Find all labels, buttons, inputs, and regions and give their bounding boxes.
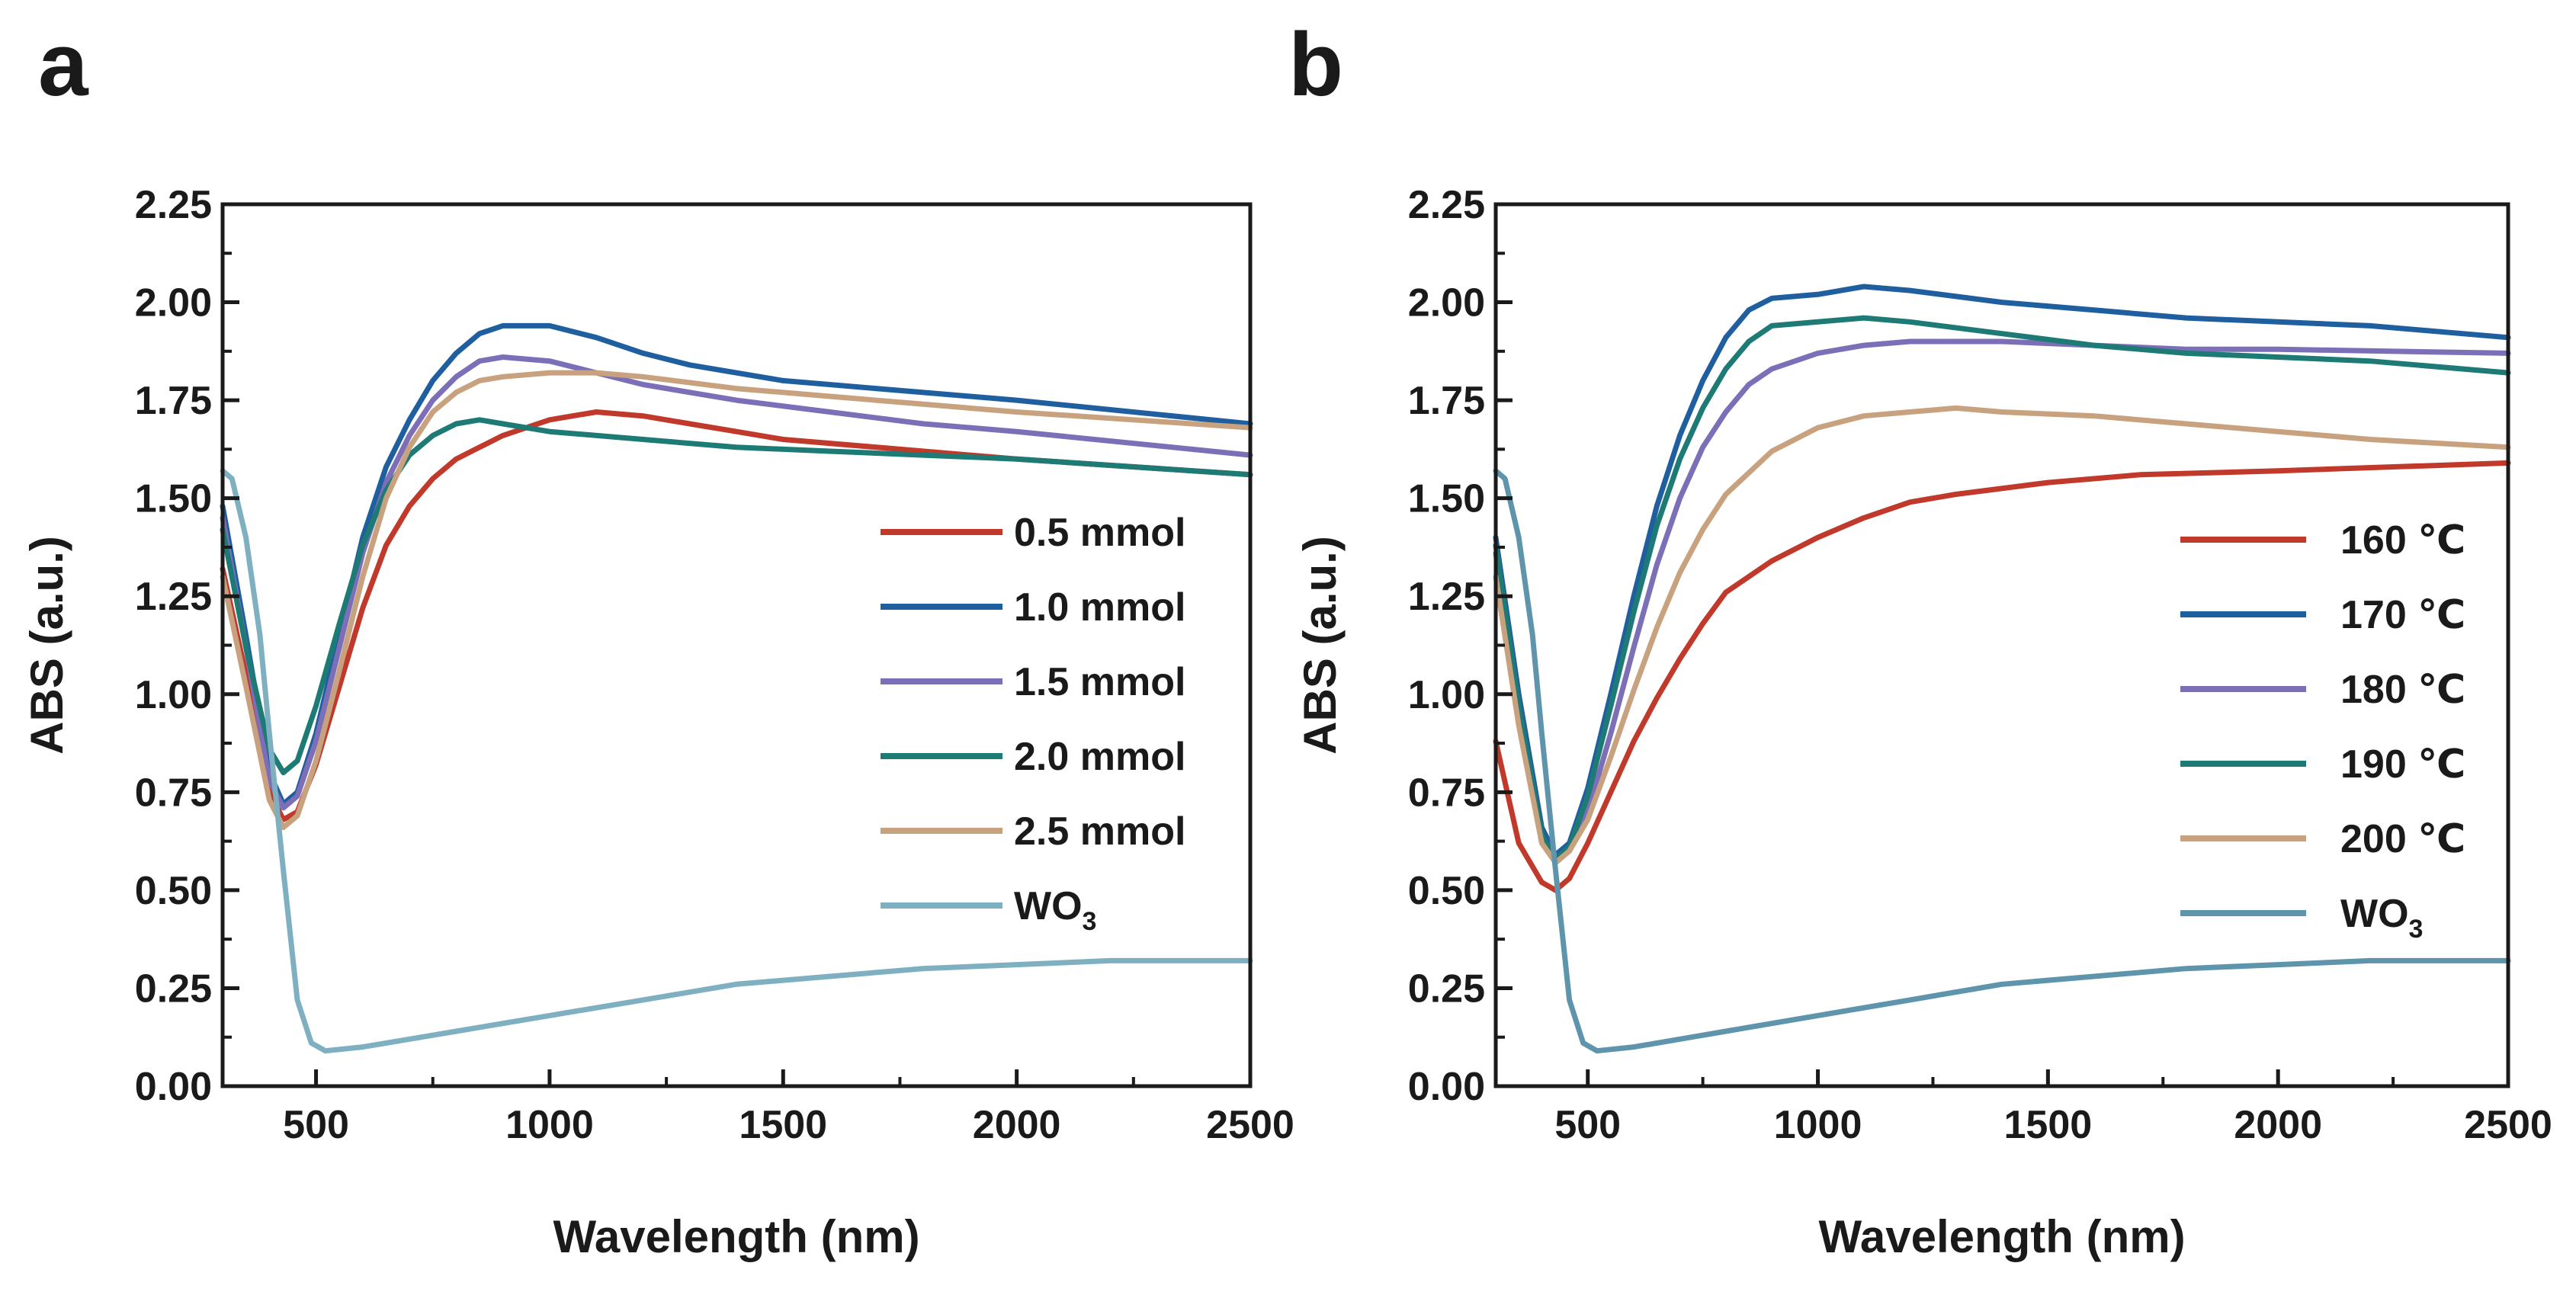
series-line [220,409,1253,822]
legend-label: WO3 [2340,892,2423,944]
x-tick-label: 2500 [2464,1103,2552,1147]
series-line [1493,284,2511,858]
x-tick-label: 500 [283,1103,349,1147]
x-tick-label: 2500 [1206,1103,1294,1147]
series-line [220,468,1253,1054]
series-line [220,417,1253,776]
legend-label: 170 ℃ [2340,593,2465,637]
y-tick-label: 1.50 [1408,477,1485,521]
x-tick-label: 500 [1554,1103,1621,1147]
legend-label: 1.0 mmol [1014,585,1185,630]
panel-letter: a [38,14,89,115]
series-line [220,322,1253,807]
x-tick-label: 1000 [505,1103,594,1147]
plot-frame [220,202,1253,1088]
chart-panel-a: a 0.00 0.25 0.50 0.75 1.00 1.25 1.50 1.75 2.00 2.2… [21,14,1294,1262]
y-tick-label: 0.00 [1408,1065,1485,1109]
x-axis-title: Wavelength (nm) [553,1211,919,1262]
series-line [1493,315,2511,862]
y-tick-label: 0.25 [1408,966,1485,1011]
y-tick-label: 2.25 [1408,183,1485,227]
legend: 0.5 mmol 1.0 mmol 1.5 mmol 2.0 mmol 2.5 mmol… [881,511,1185,936]
legend-label: 190 ℃ [2340,742,2465,787]
y-tick-label: 0.75 [135,771,212,815]
y-tick-label: 1.25 [135,575,212,619]
y-tick-label: 2.25 [135,183,212,227]
y-axis-title: ABS (a.u.) [1294,536,1346,755]
y-tick-label: 0.25 [135,966,212,1011]
x-tick-label: 1500 [739,1103,827,1147]
x-tick-label: 1000 [1774,1103,1862,1147]
y-tick-label: 0.50 [1408,869,1485,913]
legend-label: 0.5 mmol [1014,511,1185,555]
series-line [220,354,1253,811]
panel-letter: b [1288,14,1343,115]
y-tick-label: 0.50 [135,869,212,913]
series-line [1493,405,2511,866]
x-tick-label: 2000 [973,1103,1061,1147]
y-tick-label: 0.75 [1408,771,1485,815]
y-tick-label: 1.25 [1408,575,1485,619]
y-tick-label: 2.00 [135,281,212,325]
y-tick-label: 1.00 [1408,673,1485,717]
legend-label: 2.5 mmol [1014,809,1185,854]
chart-panel-b: b 0.00 0.25 0.50 0.75 1.00 1.25 1.50 1.75 2.00 2.2… [1288,14,2552,1262]
y-tick-label: 0.00 [135,1065,212,1109]
legend-label: WO3 [1014,884,1096,936]
x-tick-label: 1500 [2004,1103,2093,1147]
legend-label: 2.0 mmol [1014,735,1185,779]
y-tick-label: 1.00 [135,673,212,717]
y-tick-label: 2.00 [1408,281,1485,325]
legend-label: 200 ℃ [2340,817,2465,861]
x-tick-label: 2000 [2234,1103,2322,1147]
legend-label: 160 ℃ [2340,518,2465,563]
y-tick-label: 1.50 [135,477,212,521]
y-tick-label: 1.75 [1408,379,1485,423]
legend: 160 ℃ 170 ℃ 180 ℃ 190 ℃ 200 ℃ WO3 [2180,518,2465,944]
y-tick-label: 1.75 [135,379,212,423]
y-axis-title: ABS (a.u.) [21,536,72,755]
series-line [220,370,1253,831]
legend-label: 1.5 mmol [1014,660,1185,704]
x-axis-title: Wavelength (nm) [1818,1211,2185,1262]
legend-label: 180 ℃ [2340,668,2465,712]
series-line [1493,460,2511,893]
series-line [1493,468,2511,1054]
